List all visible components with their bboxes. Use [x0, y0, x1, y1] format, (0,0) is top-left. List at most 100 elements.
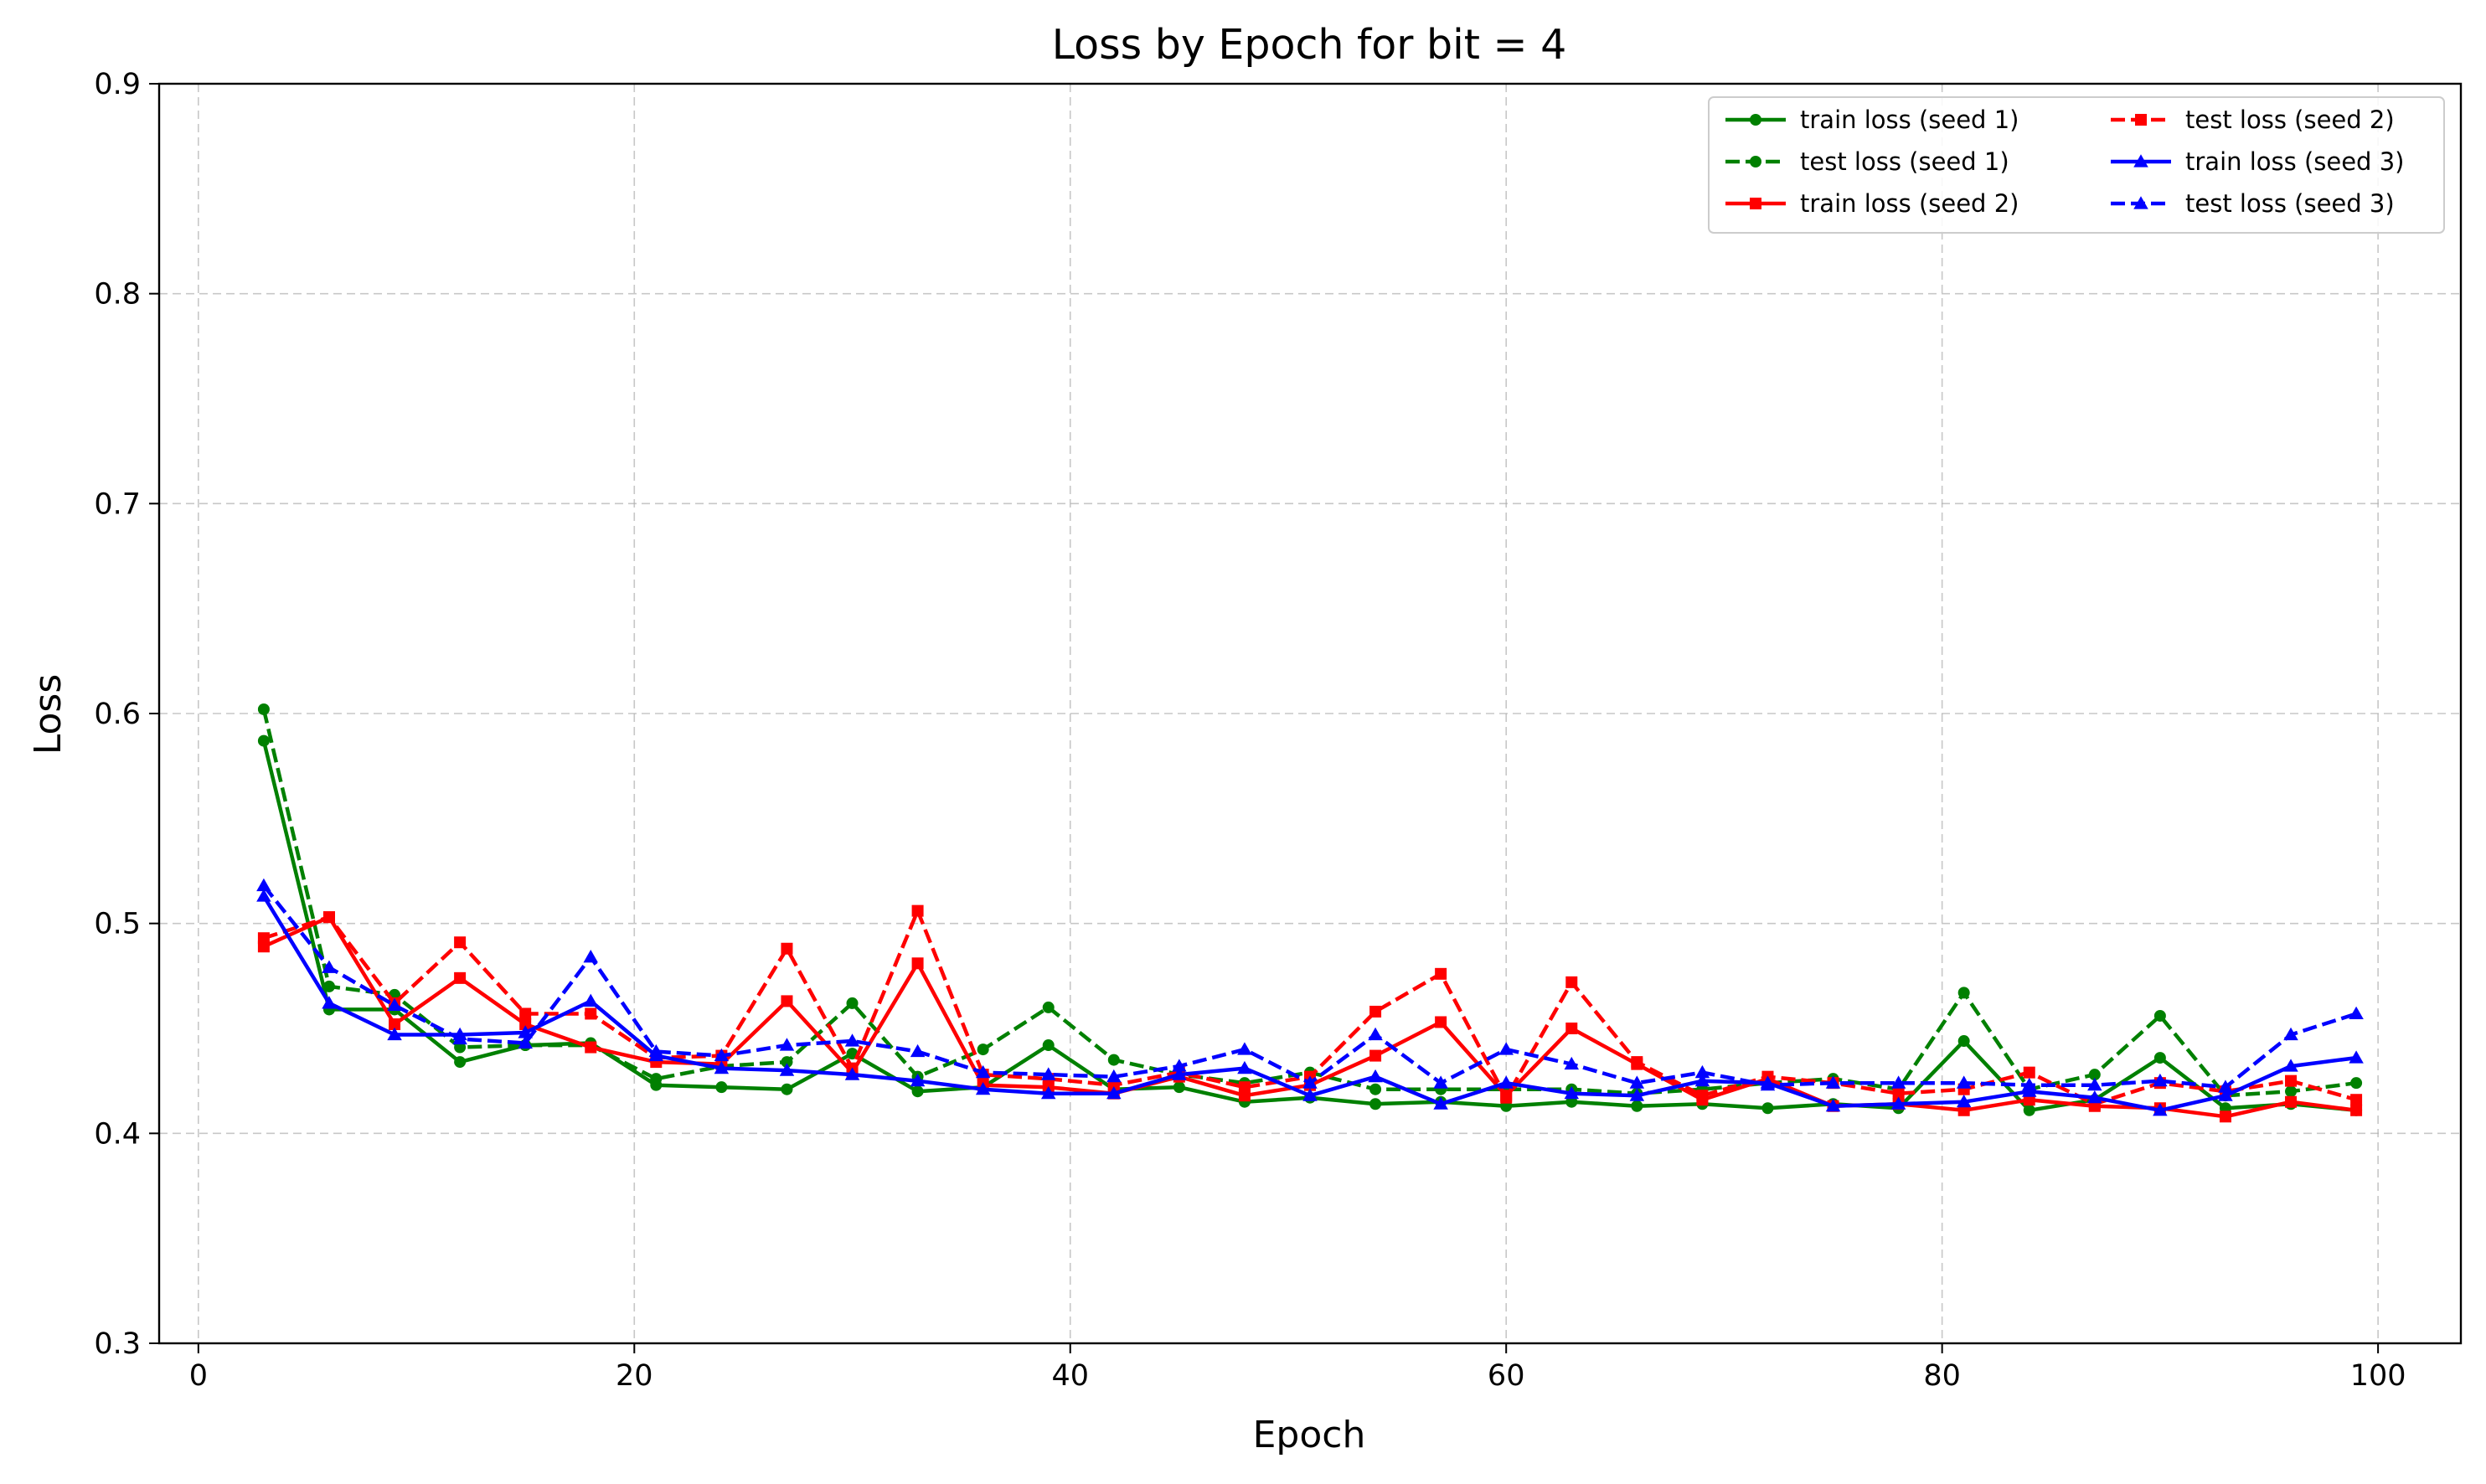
legend-item: train loss (seed 1) — [1725, 106, 2019, 134]
data-point — [650, 1073, 663, 1085]
data-point — [257, 734, 270, 747]
data-point — [585, 1041, 597, 1054]
legend-label: test loss (seed 3) — [2185, 189, 2395, 218]
data-point — [648, 1043, 664, 1058]
y-tick-label: 0.6 — [94, 698, 141, 731]
data-point — [1694, 1073, 1710, 1087]
data-point — [714, 1048, 730, 1062]
axis-ticks: 0 20 40 60 80 100 0.3 0.4 0.5 0.6 0.7 0.8 0.9 — [94, 68, 2406, 1393]
data-point — [977, 1043, 989, 1056]
data-point — [1957, 1035, 1970, 1048]
y-tick-label: 0.8 — [94, 278, 141, 312]
data-point — [1369, 1049, 1382, 1062]
data-point — [1172, 1067, 1187, 1080]
data-point — [1106, 1085, 1122, 1100]
legend-item: test loss (seed 3) — [2111, 189, 2395, 218]
data-point — [257, 703, 270, 715]
data-point — [1369, 1098, 1382, 1110]
data-point — [322, 960, 337, 973]
data-point — [844, 1067, 860, 1080]
data-point — [1498, 1075, 1514, 1089]
data-point — [2153, 1009, 2166, 1022]
data-point — [1750, 156, 1761, 167]
x-tick-label: 80 — [1923, 1359, 1961, 1393]
data-point — [1173, 1081, 1185, 1094]
y-tick-label: 0.5 — [94, 908, 141, 941]
data-point — [1957, 987, 1970, 999]
x-tick-label: 20 — [616, 1359, 653, 1393]
data-point — [1750, 114, 1761, 126]
data-point — [2219, 1110, 2231, 1123]
data-point — [1435, 1016, 1447, 1028]
data-point — [844, 1033, 860, 1047]
data-point — [1042, 1001, 1055, 1013]
x-tick-label: 60 — [1488, 1359, 1525, 1393]
data-point — [1172, 1059, 1187, 1072]
data-point — [2023, 1104, 2035, 1116]
data-point — [387, 1027, 402, 1041]
data-point — [518, 1025, 533, 1038]
data-point — [1107, 1054, 1120, 1066]
data-point — [779, 1063, 795, 1076]
data-point — [1565, 1023, 1578, 1034]
data-point — [452, 1031, 467, 1045]
data-point — [389, 1018, 401, 1030]
data-point — [1631, 1100, 1643, 1112]
y-axis-label: Loss — [27, 674, 70, 755]
data-point — [2133, 154, 2148, 167]
x-tick-label: 100 — [2350, 1359, 2406, 1393]
data-point — [1302, 1075, 1318, 1089]
data-point — [1433, 1096, 1448, 1110]
series — [256, 889, 2364, 1116]
chart-title: Loss by Epoch for bit = 4 — [1052, 21, 1567, 69]
data-point — [519, 1018, 532, 1030]
data-point — [1498, 1042, 1514, 1055]
data-point — [1890, 1096, 1906, 1110]
data-point — [846, 997, 859, 1009]
x-tick-label: 0 — [189, 1359, 208, 1393]
data-point — [1369, 1083, 1382, 1095]
y-tick-label: 0.9 — [94, 68, 141, 101]
legend-label: train loss (seed 3) — [2185, 147, 2404, 176]
data-point — [1629, 1075, 1645, 1089]
data-point — [1238, 1081, 1251, 1094]
data-point — [1368, 1027, 1383, 1041]
data-point — [2153, 1103, 2168, 1116]
data-point — [2023, 1066, 2035, 1079]
data-point — [454, 936, 467, 949]
data-point — [911, 904, 924, 917]
data-point — [781, 1083, 793, 1095]
data-point — [1629, 1088, 1645, 1101]
legend-item: test loss (seed 1) — [1725, 147, 2009, 176]
series — [256, 878, 2364, 1093]
data-point — [583, 950, 598, 963]
data-point — [1042, 1039, 1055, 1052]
data-point — [1565, 976, 1578, 988]
data-point — [911, 957, 924, 970]
legend-label: test loss (seed 1) — [1800, 147, 2009, 176]
data-point — [1302, 1088, 1318, 1101]
data-point — [1760, 1077, 1776, 1091]
x-tick-label: 40 — [1051, 1359, 1089, 1393]
legend-label: train loss (seed 2) — [1800, 189, 2019, 218]
data-point — [1890, 1075, 1906, 1089]
data-point — [1892, 1087, 1905, 1100]
data-point — [781, 995, 793, 1007]
data-point — [1040, 1067, 1056, 1080]
data-point — [1750, 198, 1761, 209]
x-axis-label: Epoch — [1253, 1414, 1366, 1456]
data-point — [1696, 1090, 1709, 1102]
data-point — [910, 1043, 926, 1058]
legend-frame — [1708, 96, 2445, 234]
data-point — [1237, 1042, 1252, 1055]
y-tick-label: 0.4 — [94, 1117, 141, 1151]
legend-label: test loss (seed 2) — [2185, 106, 2395, 134]
data-point — [454, 971, 467, 984]
data-point — [2022, 1077, 2037, 1091]
data-point — [322, 911, 335, 924]
data-point — [781, 1056, 793, 1069]
data-point — [1694, 1064, 1710, 1079]
data-point — [2135, 114, 2147, 126]
